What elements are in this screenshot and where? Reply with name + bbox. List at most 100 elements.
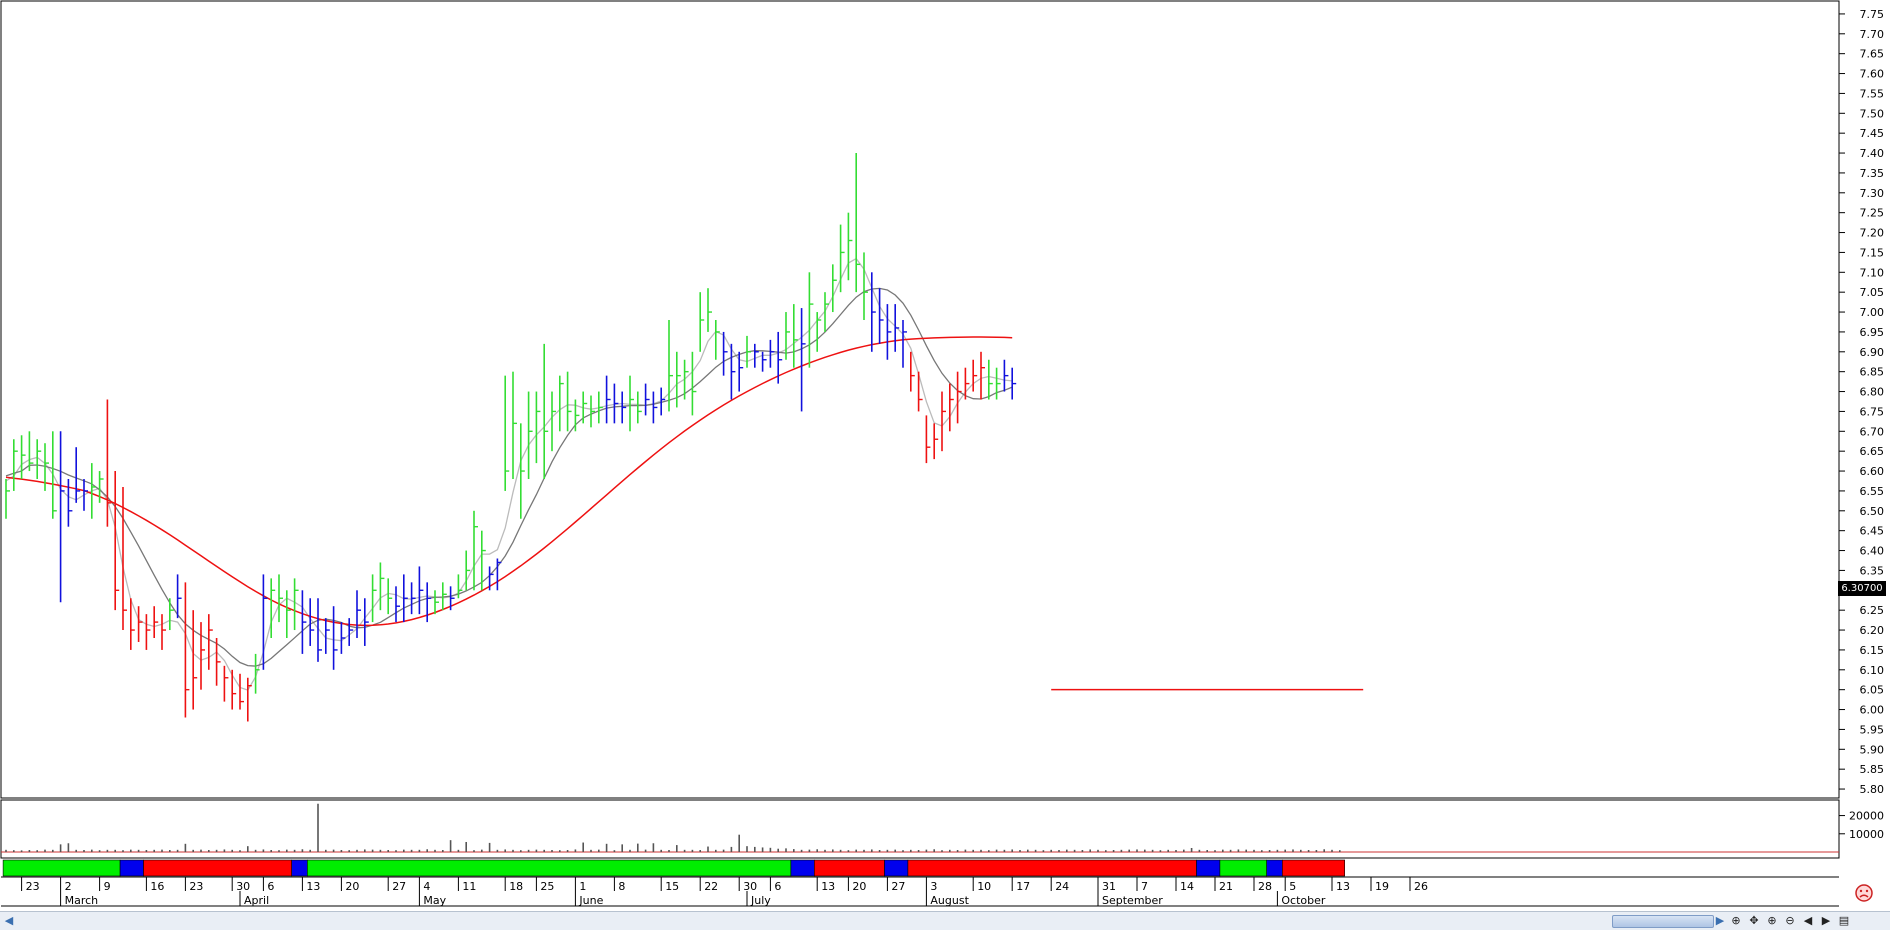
horizontal-scrollbar[interactable]: ◀ ▶ ⊕ ✥ ⊕ ⊖ ◀ ▶ ▤ xyxy=(0,911,1890,930)
trend-band-strip xyxy=(1,859,1839,877)
price-tick-label: 7.55 xyxy=(1860,87,1885,100)
date-tick-label: 19 xyxy=(1375,880,1389,893)
sad-face-icon xyxy=(1855,884,1873,902)
price-tick-label: 6.35 xyxy=(1860,564,1885,577)
month-label: March xyxy=(65,894,99,907)
scroll-thumb[interactable] xyxy=(1612,915,1714,928)
zoom-in-icon[interactable]: ⊕ xyxy=(1767,914,1777,927)
price-axis: 7.75 7.70 7.65 7.60 7.55 7.50 7.45 7.40 7.35 7.30… xyxy=(1839,8,1884,796)
price-tick-label: 5.85 xyxy=(1860,763,1885,776)
zoom-out-icon[interactable]: ⊖ xyxy=(1785,914,1795,927)
price-tick-label: 5.90 xyxy=(1860,743,1885,756)
date-tick-label: 2 xyxy=(65,880,72,893)
price-tick-label: 7.65 xyxy=(1860,48,1885,61)
price-tick-label: 6.95 xyxy=(1860,326,1885,339)
date-tick-label: 15 xyxy=(665,880,679,893)
date-tick-label: 5 xyxy=(1289,880,1296,893)
date-tick-label: 13 xyxy=(821,880,835,893)
trend-band xyxy=(306,859,792,877)
chart-toolbar: ⊕ ✥ ⊕ ⊖ ◀ ▶ ▤ xyxy=(1728,913,1852,929)
date-tick-label: 16 xyxy=(150,880,164,893)
date-tick-label: 28 xyxy=(1258,880,1272,893)
date-tick-label: 21 xyxy=(1219,880,1233,893)
date-tick-label: 31 xyxy=(1102,880,1116,893)
menu-icon[interactable]: ▤ xyxy=(1838,914,1850,927)
move-icon[interactable]: ✥ xyxy=(1749,914,1759,927)
next-icon[interactable]: ▶ xyxy=(1821,914,1831,927)
price-tick-label: 7.10 xyxy=(1860,266,1885,279)
month-label: June xyxy=(578,894,603,907)
price-tick-label: 6.15 xyxy=(1860,644,1885,657)
price-tick-label: 6.60 xyxy=(1860,465,1885,478)
date-tick-label: 22 xyxy=(704,880,718,893)
date-tick-label: 20 xyxy=(852,880,866,893)
date-tick-label: 6 xyxy=(774,880,781,893)
price-tick-label: 6.00 xyxy=(1860,704,1885,717)
price-tick-label: 6.65 xyxy=(1860,445,1885,458)
trend-band xyxy=(2,859,121,877)
trend-band xyxy=(291,859,308,877)
date-tick-label: 3 xyxy=(930,880,937,893)
trend-band xyxy=(1196,859,1221,877)
chart-canvas[interactable]: 7.75 7.70 7.65 7.60 7.55 7.50 7.45 7.40 7.35 7.30… xyxy=(0,0,1890,911)
price-tick-label: 7.25 xyxy=(1860,207,1885,220)
price-tick-label: 6.40 xyxy=(1860,545,1885,558)
price-tick-label: 6.85 xyxy=(1860,366,1885,379)
month-label: August xyxy=(930,894,969,907)
date-tick-label: 30 xyxy=(743,880,757,893)
price-tick-label: 6.50 xyxy=(1860,505,1885,518)
month-label: September xyxy=(1102,894,1163,907)
price-tick-label: 7.35 xyxy=(1860,167,1885,180)
trend-band xyxy=(143,859,292,877)
price-tick-label: 7.45 xyxy=(1860,127,1885,140)
date-tick-label: 10 xyxy=(977,880,991,893)
date-tick-label: 6 xyxy=(267,880,274,893)
price-tick-label: 6.45 xyxy=(1860,525,1885,538)
month-label: May xyxy=(423,894,446,907)
volume-panel-frame xyxy=(0,799,1840,859)
date-tick-label: 27 xyxy=(891,880,905,893)
price-tick-label: 7.50 xyxy=(1860,107,1885,120)
date-tick-label: 30 xyxy=(236,880,250,893)
date-tick-label: 17 xyxy=(1016,880,1030,893)
price-tick-label: 7.00 xyxy=(1860,306,1885,319)
fast-moving-average xyxy=(5,257,1013,691)
month-label: October xyxy=(1281,894,1325,907)
price-tick-label: 6.90 xyxy=(1860,346,1885,359)
month-label: July xyxy=(750,894,771,907)
price-tick-label: 6.10 xyxy=(1860,664,1885,677)
price-tick-label: 6.55 xyxy=(1860,485,1885,498)
date-tick-label: 8 xyxy=(618,880,625,893)
date-tick-label: 24 xyxy=(1055,880,1069,893)
price-tick-label: 6.75 xyxy=(1860,405,1885,418)
crosshair-icon[interactable]: ⊕ xyxy=(1731,914,1741,927)
date-tick-label: 23 xyxy=(189,880,203,893)
scroll-left-arrow-icon[interactable]: ◀ xyxy=(4,914,14,927)
trend-band xyxy=(907,859,1197,877)
trend-band xyxy=(790,859,815,877)
date-tick-label: 7 xyxy=(1141,880,1148,893)
price-tick-label: 7.20 xyxy=(1860,227,1885,240)
prev-icon[interactable]: ◀ xyxy=(1803,914,1813,927)
price-bars xyxy=(5,153,1017,722)
status-icon[interactable] xyxy=(1848,880,1880,906)
price-tick-label: 7.40 xyxy=(1860,147,1885,160)
price-tick-label: 5.95 xyxy=(1860,723,1885,736)
price-tick-label: 6.20 xyxy=(1860,624,1885,637)
price-tick-label: 6.25 xyxy=(1860,604,1885,617)
price-tick-label: 7.30 xyxy=(1860,187,1885,200)
trend-band xyxy=(813,859,885,877)
volume-tick-label: 20000 xyxy=(1849,810,1884,823)
month-label: April xyxy=(244,894,269,907)
scroll-right-arrow-icon[interactable]: ▶ xyxy=(1715,914,1725,927)
price-tick-label: 6.05 xyxy=(1860,684,1885,697)
trend-band xyxy=(1219,859,1268,877)
date-tick-label: 11 xyxy=(462,880,476,893)
trend-band xyxy=(1282,859,1346,877)
trend-band xyxy=(119,859,144,877)
price-tick-label: 7.15 xyxy=(1860,246,1885,259)
date-tick-label: 20 xyxy=(345,880,359,893)
moving-averages xyxy=(5,257,1013,691)
date-tick-label: 14 xyxy=(1180,880,1194,893)
